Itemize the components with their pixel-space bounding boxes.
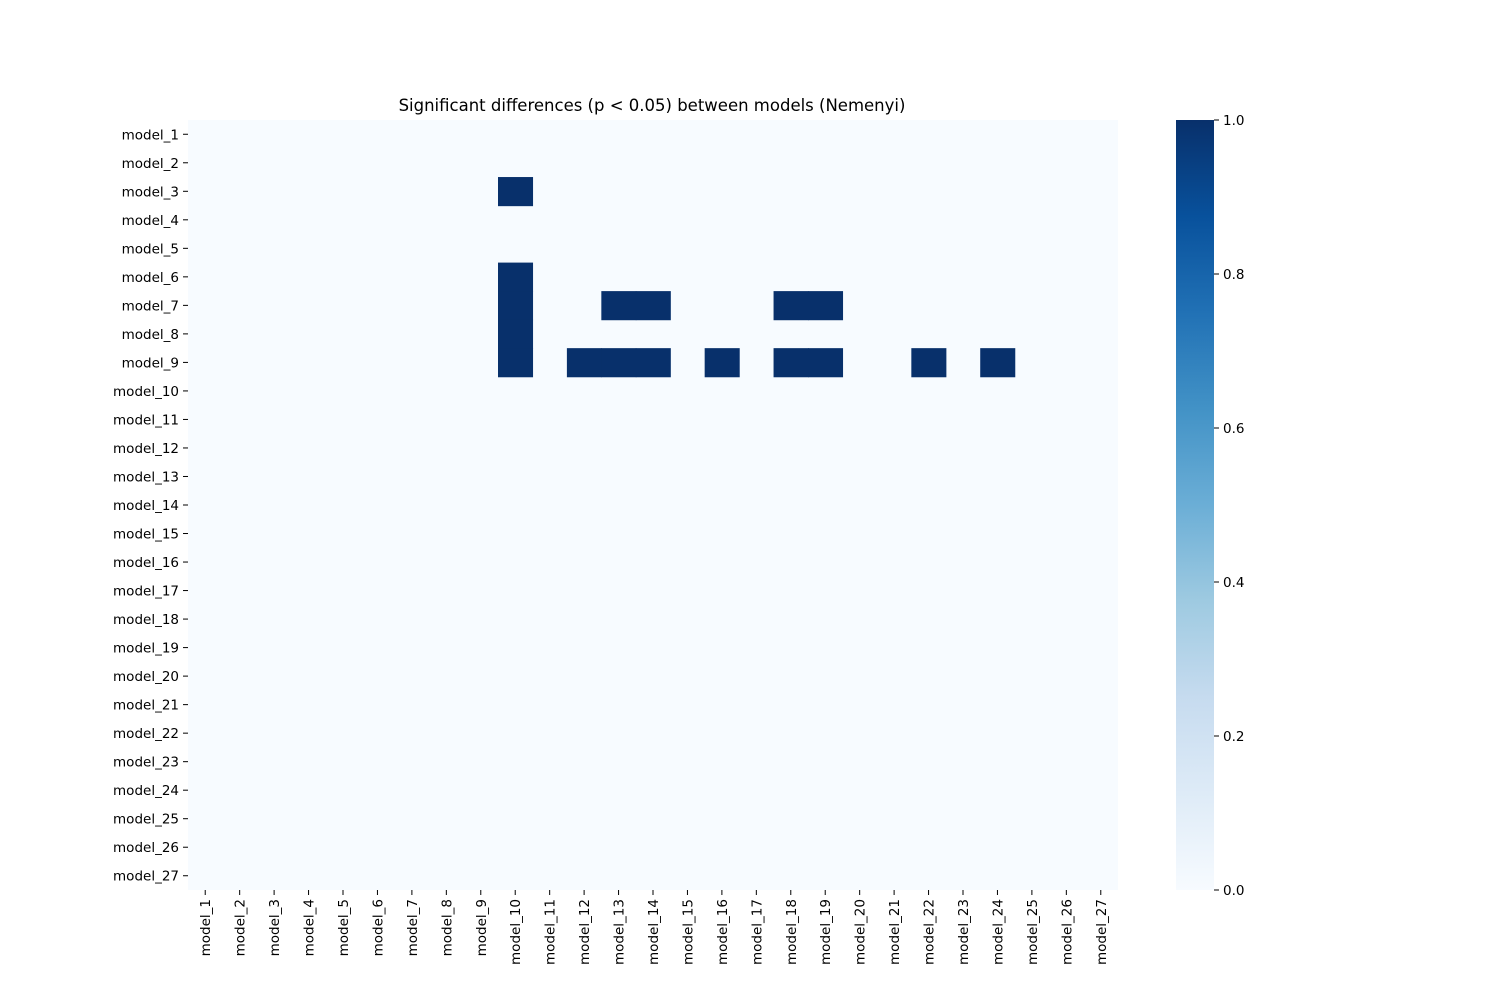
y-tick-label: model_6 <box>122 270 179 286</box>
heatmap-cell <box>808 348 844 378</box>
colorbar-tick-label: 0.8 <box>1223 267 1244 283</box>
y-tick-label: model_25 <box>113 812 179 828</box>
x-tick-label: model_18 <box>784 899 800 965</box>
heatmap-cell <box>601 348 637 378</box>
x-tick-label: model_7 <box>405 899 421 956</box>
heatmap-cells <box>498 177 1016 378</box>
x-tick-label: model_24 <box>990 899 1006 965</box>
y-axis: model_1 model_2 model_3 model_4 model_5model… <box>113 127 188 885</box>
y-tick-label: model_3 <box>122 184 179 200</box>
y-tick-label: model_9 <box>122 355 179 371</box>
y-tick-label: model_13 <box>113 469 179 485</box>
y-tick-label: model_19 <box>113 641 179 657</box>
x-tick-label: model_26 <box>1059 899 1075 965</box>
colorbar-tick-label: 1.0 <box>1223 113 1244 129</box>
y-tick-label: model_21 <box>113 698 179 714</box>
x-tick-label: model_1 <box>198 899 214 956</box>
x-tick-label: model_11 <box>543 899 559 965</box>
colorbar-gradient <box>1176 120 1214 890</box>
heatmap-cell <box>911 348 947 378</box>
x-tick-label: model_22 <box>922 899 938 965</box>
x-tick-label: model_16 <box>715 899 731 965</box>
y-tick-label: model_16 <box>113 555 179 571</box>
x-tick-label: model_8 <box>439 899 455 956</box>
y-tick-label: model_24 <box>113 783 179 799</box>
y-tick-label: model_11 <box>113 412 179 428</box>
y-tick-label: model_22 <box>113 726 179 742</box>
y-tick-label: model_12 <box>113 441 179 457</box>
y-tick-label: model_26 <box>113 840 179 856</box>
y-tick-label: model_4 <box>122 213 179 229</box>
x-tick-label: model_13 <box>612 899 628 965</box>
x-tick-label: model_23 <box>956 899 972 965</box>
heatmap-cell <box>498 291 534 321</box>
x-tick-label: model_15 <box>680 899 696 965</box>
heatmap-cell <box>808 291 844 321</box>
x-tick-label: model_3 <box>267 899 283 956</box>
x-tick-label: model_9 <box>474 899 490 956</box>
heatmap-zero-area <box>188 120 1118 890</box>
x-tick-label: model_25 <box>1025 899 1041 965</box>
x-axis: model_1 model_2 model_3 model_4 model_5 model… <box>198 890 1110 965</box>
y-tick-label: model_5 <box>122 241 179 257</box>
colorbar: 0.0 0.2 0.4 0.6 0.8 1.0 <box>1176 113 1244 899</box>
y-tick-label: model_15 <box>113 527 179 543</box>
heatmap-cell <box>635 348 671 378</box>
heatmap-cell <box>773 291 809 321</box>
y-tick-label: model_20 <box>113 669 179 685</box>
heatmap-cell <box>498 319 534 349</box>
heatmap-cell <box>498 177 534 207</box>
x-tick-label: model_14 <box>646 899 662 965</box>
y-tick-label: model_8 <box>122 327 179 343</box>
x-tick-label: model_4 <box>302 899 318 956</box>
x-tick-label: model_17 <box>749 899 765 965</box>
heatmap-cell <box>704 348 740 378</box>
y-tick-label: model_23 <box>113 755 179 771</box>
y-tick-label: model_7 <box>122 298 179 314</box>
x-tick-label: model_21 <box>887 899 903 965</box>
heatmap-cell <box>498 348 534 378</box>
y-tick-label: model_10 <box>113 384 179 400</box>
colorbar-tick-label: 0.4 <box>1223 575 1244 591</box>
colorbar-tick-label: 0.0 <box>1223 883 1244 899</box>
heatmap-cell <box>601 291 637 321</box>
y-tick-label: model_14 <box>113 498 179 514</box>
y-tick-label: model_17 <box>113 584 179 600</box>
heatmap-background <box>188 120 1118 890</box>
x-tick-label: model_2 <box>233 899 249 956</box>
x-tick-label: model_27 <box>1094 899 1110 965</box>
x-tick-label: model_6 <box>370 899 386 956</box>
colorbar-tick-label: 0.2 <box>1223 729 1244 745</box>
heatmap-cell <box>773 348 809 378</box>
y-tick-label: model_2 <box>122 156 179 172</box>
chart-title: Significant differences (p < 0.05) betwe… <box>399 96 906 115</box>
x-tick-label: model_12 <box>577 899 593 965</box>
y-tick-label: model_1 <box>122 127 179 143</box>
y-tick-label: model_18 <box>113 612 179 628</box>
y-tick-label: model_27 <box>113 869 179 885</box>
x-tick-label: model_10 <box>508 899 524 965</box>
colorbar-tick-label: 0.6 <box>1223 421 1244 437</box>
heatmap-cell <box>498 262 534 292</box>
x-tick-label: model_20 <box>853 899 869 965</box>
heatmap-cell <box>980 348 1016 378</box>
x-tick-label: model_5 <box>336 899 352 956</box>
heatmap-cell <box>635 291 671 321</box>
x-tick-label: model_19 <box>818 899 834 965</box>
heatmap-cell <box>566 348 602 378</box>
